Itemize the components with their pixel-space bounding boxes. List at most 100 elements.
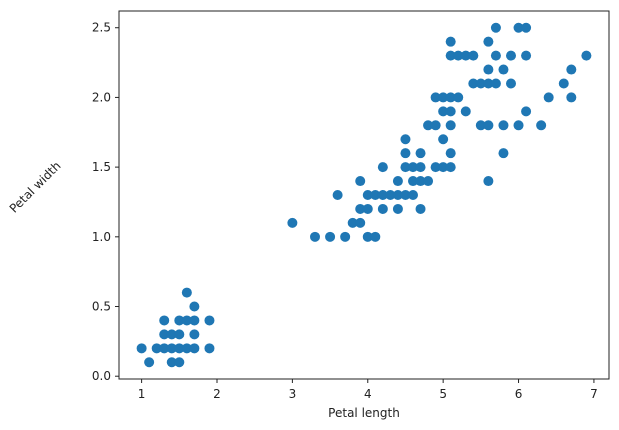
- data-point: [566, 92, 577, 103]
- data-point: [159, 329, 170, 340]
- data-point: [408, 190, 418, 200]
- data-point: [166, 329, 177, 340]
- data-point: [498, 64, 509, 75]
- data-point: [506, 50, 516, 61]
- data-point: [189, 329, 200, 340]
- x-tick-label: 6: [515, 387, 523, 401]
- y-tick-label: 1.0: [92, 230, 111, 244]
- data-point: [377, 162, 388, 173]
- data-point: [498, 120, 509, 131]
- y-axis-label: Petal width: [7, 159, 64, 216]
- data-point: [475, 78, 486, 89]
- data-point: [400, 190, 411, 200]
- data-point: [430, 120, 441, 131]
- data-point: [445, 106, 456, 117]
- data-point: [400, 134, 411, 145]
- data-point: [144, 357, 155, 368]
- data-point: [325, 231, 336, 242]
- data-point: [468, 78, 479, 89]
- data-point: [423, 176, 434, 187]
- data-point: [445, 148, 456, 159]
- data-point: [355, 203, 366, 214]
- data-point: [423, 120, 434, 131]
- data-point: [445, 36, 456, 47]
- data-point: [430, 92, 441, 103]
- data-point: [136, 343, 147, 354]
- data-point: [415, 148, 426, 159]
- data-point: [408, 162, 418, 173]
- data-point: [181, 287, 192, 298]
- data-point: [377, 190, 388, 200]
- data-point: [445, 162, 456, 173]
- data-point: [490, 22, 501, 33]
- data-point: [362, 203, 373, 214]
- data-point: [166, 343, 177, 354]
- data-point: [438, 134, 449, 145]
- data-point: [392, 176, 403, 187]
- data-point: [513, 22, 524, 33]
- x-tick-label: 1: [138, 387, 146, 401]
- data-point: [438, 162, 449, 173]
- data-point: [189, 315, 200, 326]
- data-point: [415, 176, 426, 187]
- data-point: [377, 203, 388, 214]
- data-point: [521, 22, 532, 33]
- x-tick-label: 4: [364, 387, 372, 401]
- data-point: [453, 92, 464, 103]
- data-point: [438, 106, 449, 117]
- data-point: [453, 50, 464, 61]
- x-tick-label: 7: [590, 387, 598, 401]
- data-point: [362, 190, 373, 200]
- y-tick-label: 0.5: [92, 300, 111, 314]
- data-point: [340, 231, 351, 242]
- data-point: [159, 315, 170, 326]
- data-point: [558, 78, 569, 89]
- data-point: [445, 120, 456, 131]
- points-layer: [136, 22, 592, 368]
- data-point: [415, 162, 426, 173]
- data-point: [355, 217, 366, 228]
- data-point: [521, 50, 532, 61]
- data-point: [581, 50, 592, 61]
- data-point: [400, 148, 411, 159]
- data-point: [310, 231, 320, 242]
- y-tick-label: 0.0: [92, 369, 111, 383]
- data-point: [460, 106, 471, 117]
- data-point: [430, 162, 441, 173]
- data-point: [204, 315, 215, 326]
- data-point: [536, 120, 547, 131]
- data-point: [370, 231, 381, 242]
- data-point: [483, 64, 494, 75]
- y-tick-label: 1.5: [92, 160, 111, 174]
- data-point: [483, 78, 494, 89]
- data-point: [347, 217, 358, 228]
- data-point: [181, 343, 192, 354]
- data-point: [362, 231, 373, 242]
- data-point: [445, 50, 456, 61]
- y-tick-label: 2.5: [92, 21, 111, 35]
- data-point: [370, 190, 381, 200]
- data-point: [400, 162, 411, 173]
- data-point: [151, 343, 162, 354]
- data-point: [483, 36, 494, 47]
- x-tick-label: 3: [289, 387, 297, 401]
- data-point: [498, 148, 509, 159]
- plot-frame: [118, 10, 610, 380]
- data-point: [174, 357, 185, 368]
- data-point: [204, 343, 215, 354]
- data-point: [189, 301, 200, 312]
- data-point: [506, 78, 516, 89]
- data-point: [483, 120, 494, 131]
- data-point: [392, 203, 403, 214]
- data-point: [174, 343, 185, 354]
- data-point: [166, 357, 177, 368]
- data-point: [415, 203, 426, 214]
- data-point: [475, 120, 486, 131]
- data-point: [521, 106, 532, 117]
- data-point: [513, 120, 524, 131]
- x-tick-label: 2: [213, 387, 221, 401]
- data-point: [438, 92, 449, 103]
- data-point: [460, 50, 471, 61]
- data-point: [385, 190, 396, 200]
